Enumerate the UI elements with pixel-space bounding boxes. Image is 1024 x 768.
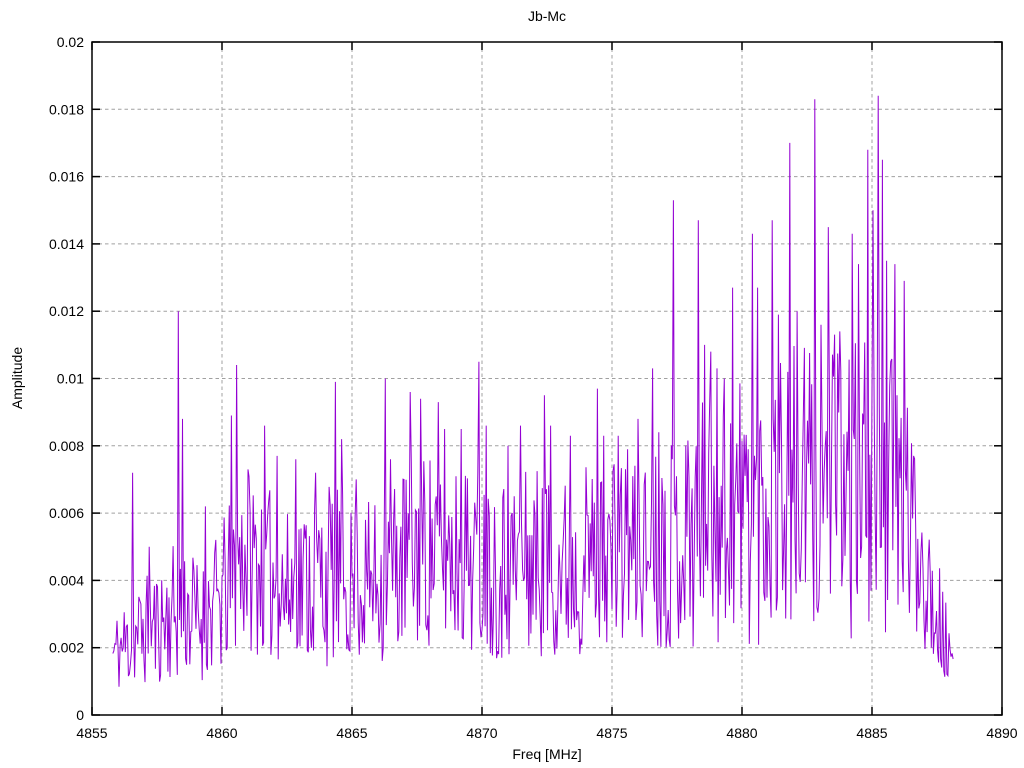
y-tick-label: 0.008 (49, 438, 84, 454)
x-axis-label: Freq [MHz] (512, 746, 582, 762)
x-tick-label: 4870 (466, 725, 497, 741)
y-tick-label: 0.016 (49, 169, 84, 185)
x-tick-label: 4880 (726, 725, 757, 741)
y-tick-label: 0.006 (49, 505, 84, 521)
y-tick-label: 0 (76, 707, 84, 723)
x-tick-label: 4860 (206, 725, 237, 741)
x-tick-label: 4885 (856, 725, 887, 741)
y-tick-label: 0.014 (49, 236, 84, 252)
y-tick-label: 0.02 (57, 34, 84, 50)
x-tick-label: 4865 (336, 725, 367, 741)
y-tick-label: 0.002 (49, 640, 84, 656)
y-tick-label: 0.018 (49, 101, 84, 117)
y-tick-label: 0.01 (57, 371, 84, 387)
x-tick-label: 4890 (986, 725, 1017, 741)
chart-title: Jb-Mc (527, 8, 567, 24)
data-series (112, 95, 954, 687)
x-tick-label: 4855 (76, 725, 107, 741)
y-tick-label: 0.004 (49, 572, 84, 588)
x-tick-label: 4875 (596, 725, 627, 741)
y-tick-label: 0.012 (49, 303, 84, 319)
